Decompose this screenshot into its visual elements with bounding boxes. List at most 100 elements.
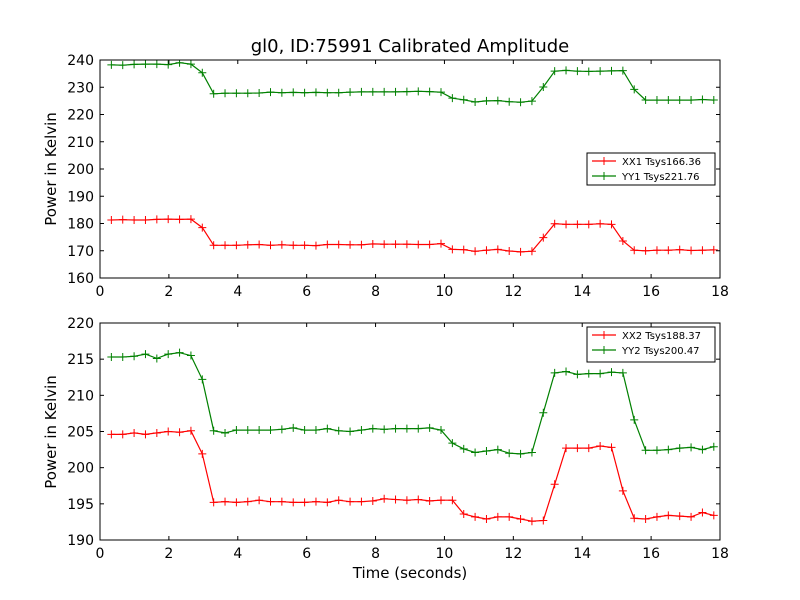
data-point — [357, 426, 366, 435]
data-point — [709, 511, 718, 520]
data-point — [527, 448, 536, 457]
data-point — [289, 241, 298, 250]
data-point — [152, 215, 161, 224]
data-point — [539, 82, 548, 91]
data-point — [573, 220, 582, 229]
data-point — [505, 247, 514, 256]
x-tick-label: 18 — [711, 284, 729, 300]
data-point — [539, 233, 548, 242]
data-point — [493, 512, 502, 521]
data-point — [596, 67, 605, 76]
data-point — [675, 512, 684, 521]
y-tick-label: 190 — [67, 533, 94, 549]
data-point — [141, 430, 150, 439]
data-point — [550, 368, 559, 377]
data-point — [516, 98, 525, 107]
legend: XX2 Tsys188.37 YY2 Tsys200.47 — [586, 326, 716, 363]
data-point — [232, 498, 241, 507]
y-tick-label: 220 — [67, 108, 94, 124]
data-point — [687, 512, 696, 521]
y-tick-label: 240 — [67, 53, 94, 69]
data-point — [152, 60, 161, 69]
data-point — [243, 497, 252, 506]
data-point — [323, 240, 332, 249]
data-point — [607, 66, 616, 75]
data-point — [584, 67, 593, 76]
data-point — [698, 95, 707, 104]
data-point — [130, 60, 139, 69]
legend: XX1 Tsys166.36 YY1 Tsys221.76 — [586, 152, 716, 186]
data-point — [232, 241, 241, 250]
data-point — [380, 425, 389, 434]
data-point — [482, 246, 491, 255]
data-point — [607, 443, 616, 452]
data-point — [584, 444, 593, 453]
data-point — [414, 424, 423, 433]
legend-label: YY1 Tsys221.76 — [621, 172, 700, 183]
data-point — [641, 246, 650, 255]
data-point — [550, 219, 559, 228]
data-point — [368, 424, 377, 433]
data-point — [402, 240, 411, 249]
data-point — [357, 87, 366, 96]
data-point — [141, 215, 150, 224]
data-point — [323, 498, 332, 507]
data-point — [334, 496, 343, 505]
x-tick-label: 12 — [504, 546, 522, 562]
y-tick-label: 160 — [67, 271, 94, 287]
data-point — [437, 426, 445, 435]
data-point — [584, 369, 593, 378]
data-point — [414, 87, 423, 96]
x-tick-label: 6 — [302, 284, 311, 300]
data-point — [527, 247, 536, 256]
x-tick-label: 16 — [642, 284, 660, 300]
data-point — [130, 428, 139, 437]
y-tick-label: 170 — [67, 244, 94, 260]
x-tick-label: 10 — [436, 546, 454, 562]
data-point — [289, 423, 298, 432]
data-point — [675, 96, 684, 105]
data-point — [618, 368, 627, 377]
data-point — [675, 444, 684, 453]
x-tick-label: 14 — [573, 546, 591, 562]
x-tick-label: 14 — [573, 284, 591, 300]
data-point — [323, 88, 332, 97]
legend-box — [586, 152, 716, 186]
data-point — [527, 97, 536, 106]
data-point — [107, 215, 116, 224]
data-point — [198, 68, 207, 77]
data-point — [459, 245, 468, 254]
data-point — [346, 427, 355, 436]
data-point — [630, 85, 639, 94]
data-point — [118, 61, 127, 70]
data-point — [391, 424, 400, 433]
data-point — [130, 352, 139, 361]
data-point — [175, 348, 184, 357]
data-point — [380, 494, 389, 503]
data-point — [425, 423, 434, 432]
data-point — [391, 87, 400, 96]
data-point — [300, 498, 309, 507]
data-point — [493, 445, 502, 454]
data-point — [221, 241, 230, 250]
data-point — [277, 425, 286, 434]
data-point — [471, 97, 480, 106]
data-point — [652, 96, 661, 105]
data-point — [209, 426, 218, 435]
data-point — [562, 220, 571, 229]
data-point — [516, 247, 525, 256]
data-point — [596, 369, 605, 378]
y-tick-label: 205 — [67, 425, 94, 441]
data-point — [709, 96, 718, 105]
data-point — [641, 515, 650, 524]
data-point — [630, 246, 639, 255]
data-point — [141, 60, 150, 69]
data-point — [311, 88, 320, 97]
x-tick-label: 6 — [302, 546, 311, 562]
data-point — [652, 446, 661, 455]
data-point — [459, 444, 468, 453]
data-point — [243, 89, 252, 98]
data-point — [152, 428, 161, 437]
data-point — [164, 427, 173, 436]
data-point — [550, 480, 559, 489]
